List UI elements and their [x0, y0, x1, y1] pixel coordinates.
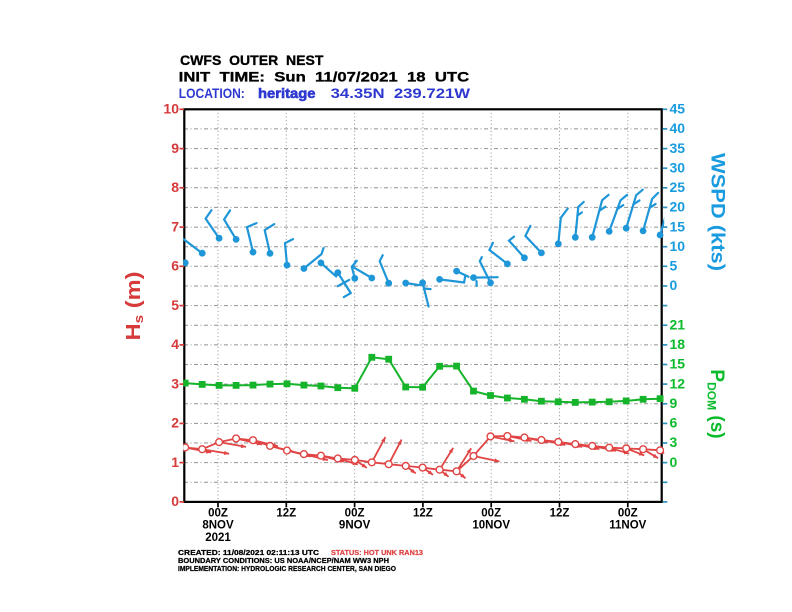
svg-text:CREATED: 11/08/2021 02:11:13 U: CREATED: 11/08/2021 02:11:13 UTC	[178, 548, 320, 557]
svg-text:0: 0	[670, 454, 678, 470]
svg-text:INIT TIME: Sun 11/07/2021: INIT TIME: Sun 11/07/2021 18 UTC	[179, 69, 470, 85]
svg-text:heritage: heritage	[258, 85, 316, 101]
svg-text:00Z: 00Z	[481, 507, 501, 519]
svg-text:9: 9	[171, 140, 179, 156]
svg-text:4: 4	[171, 336, 179, 352]
svg-text:Hs (m): Hs (m)	[123, 272, 146, 341]
svg-text:8NOV: 8NOV	[202, 520, 234, 532]
svg-text:3: 3	[670, 434, 678, 450]
svg-text:5: 5	[670, 258, 678, 274]
svg-text:10: 10	[163, 101, 179, 117]
svg-text:12Z: 12Z	[276, 507, 296, 519]
svg-text:6: 6	[670, 415, 678, 431]
svg-text:0: 0	[670, 277, 678, 293]
svg-text:7: 7	[171, 218, 179, 234]
svg-text:25: 25	[670, 179, 686, 195]
svg-text:1: 1	[171, 454, 179, 470]
svg-text:34.35N 239.721W: 34.35N 239.721W	[331, 85, 471, 101]
svg-text:10: 10	[670, 238, 686, 254]
svg-text:21: 21	[670, 316, 686, 332]
svg-text:20: 20	[670, 199, 686, 215]
svg-text:18: 18	[670, 336, 686, 352]
svg-text:WSPD (kts): WSPD (kts)	[707, 153, 728, 271]
svg-text:00Z: 00Z	[345, 507, 365, 519]
svg-text:12Z: 12Z	[550, 507, 570, 519]
svg-text:STATUS: HOT UNK RAN13: STATUS: HOT UNK RAN13	[331, 548, 423, 557]
svg-text:11NOV: 11NOV	[609, 520, 646, 532]
svg-text:2021: 2021	[205, 532, 231, 544]
svg-text:10NOV: 10NOV	[472, 520, 510, 532]
svg-text:5: 5	[171, 297, 179, 313]
svg-text:9: 9	[670, 395, 678, 411]
svg-text:CWFS OUTER NEST: CWFS OUTER NEST	[180, 52, 324, 68]
svg-text:IMPLEMENTATION: HYDROLOGIC RES: IMPLEMENTATION: HYDROLOGIC RESEARCH CENT…	[178, 564, 396, 573]
svg-text:00Z: 00Z	[208, 507, 228, 519]
svg-text:45: 45	[670, 101, 686, 117]
svg-text:15: 15	[670, 218, 686, 234]
svg-text:12Z: 12Z	[413, 507, 433, 519]
svg-text:0: 0	[171, 493, 179, 509]
svg-text:35: 35	[670, 140, 686, 156]
svg-text:BOUNDARY CONDITIONS: US NOAA/N: BOUNDARY CONDITIONS: US NOAA/NCEP/NAM WW…	[178, 556, 389, 565]
svg-text:6: 6	[171, 258, 179, 274]
svg-text:15: 15	[670, 356, 686, 372]
svg-text:00Z: 00Z	[618, 507, 638, 519]
svg-text:8: 8	[171, 179, 179, 195]
svg-text:40: 40	[670, 120, 686, 136]
svg-text:30: 30	[670, 159, 686, 175]
svg-text:12: 12	[670, 375, 686, 391]
svg-text:9NOV: 9NOV	[339, 520, 371, 532]
svg-text:2: 2	[171, 415, 179, 431]
svg-text:LOCATION:: LOCATION:	[179, 85, 245, 101]
svg-text:3: 3	[171, 375, 179, 391]
